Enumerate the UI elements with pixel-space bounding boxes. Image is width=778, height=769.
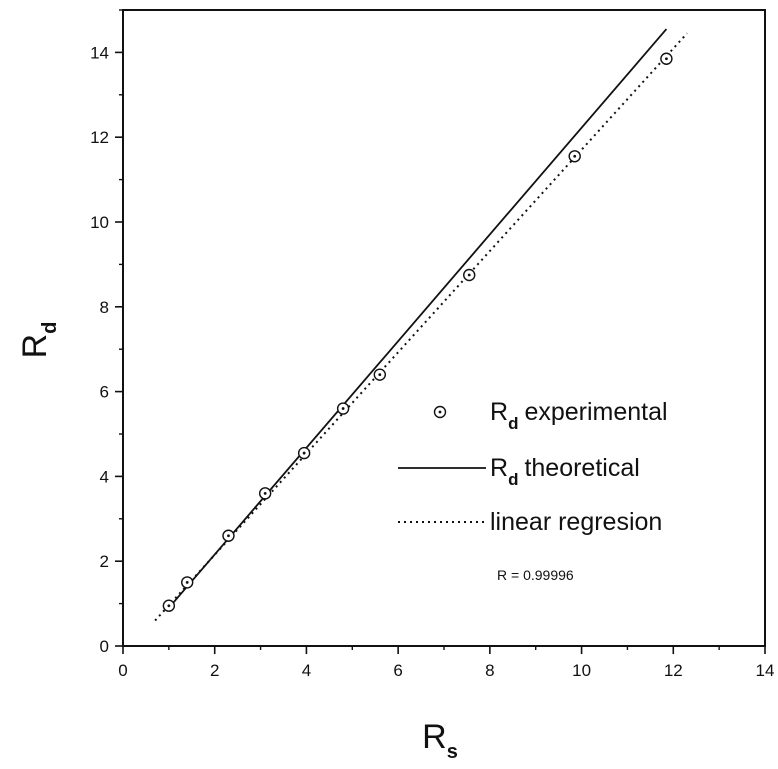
series-lines — [154, 28, 688, 622]
y-tick-label: 8 — [100, 298, 109, 317]
legend-marker-center-dot — [438, 410, 442, 414]
legend-item-theoretical: Rd theoretical — [398, 454, 640, 489]
legend-label-experimental-rest: experimental — [524, 398, 667, 426]
x-tick-label: 0 — [118, 661, 127, 680]
data-point-dot — [227, 534, 230, 538]
x-tick-label: 10 — [572, 661, 591, 680]
data-point — [258, 487, 272, 500]
y-tick-label: 2 — [100, 552, 109, 571]
legend-label-experimental-main: R — [490, 398, 508, 426]
legend: Rd experimental Rd theoretical linear regr… — [398, 398, 668, 583]
y-tick-label: 10 — [90, 213, 109, 232]
data-point-dot — [185, 581, 189, 584]
x-tick-label: 4 — [302, 661, 311, 680]
theoretical-line — [168, 28, 668, 609]
legend-item-regression: linear regresion — [398, 508, 662, 536]
plot-frame — [122, 9, 766, 647]
data-point — [162, 599, 176, 612]
y-tick-label: 0 — [100, 637, 109, 656]
data-point — [568, 150, 581, 163]
data-points — [162, 52, 673, 612]
y-tick-label: 12 — [90, 128, 109, 147]
data-point — [297, 446, 311, 460]
legend-label-theoretical-rest: theoretical — [524, 454, 639, 482]
legend-label-regression: linear regresion — [490, 508, 662, 536]
y-tick-label: 14 — [90, 43, 109, 62]
data-point-dot — [263, 491, 267, 495]
legend-label-experimental: Rd experimental — [490, 398, 668, 433]
legend-label-experimental-sub: d — [508, 414, 518, 433]
data-point-dot — [341, 407, 345, 410]
y-axis-label: Rd — [16, 322, 61, 359]
data-point — [373, 368, 386, 381]
regression-line — [154, 32, 688, 622]
data-point — [463, 268, 476, 282]
x-tick-label: 2 — [210, 661, 219, 680]
x-tick-label: 6 — [393, 661, 402, 680]
legend-item-experimental: Rd experimental — [433, 398, 668, 433]
x-tick-label: 12 — [664, 661, 683, 680]
data-point — [180, 576, 194, 589]
y-tick-label: 6 — [100, 383, 109, 402]
legend-label-theoretical-sub: d — [508, 470, 518, 489]
x-tick-label: 14 — [756, 661, 775, 680]
data-point-dot — [573, 154, 577, 158]
legend-label-theoretical: Rd theoretical — [490, 454, 640, 489]
data-point-dot — [665, 57, 668, 61]
legend-label-theoretical-main: R — [490, 454, 508, 482]
data-point-dot — [378, 373, 382, 377]
data-point — [336, 402, 350, 415]
y-axis-ticks: 0 2 4 6 8 10 12 14 — [90, 9, 123, 656]
x-axis-label-main: R — [422, 718, 447, 756]
data-point — [660, 52, 673, 65]
data-point-dot — [302, 451, 306, 455]
data-point-dot — [167, 604, 171, 608]
x-axis-label: Rs — [422, 718, 458, 763]
x-axis-label-sub: s — [447, 741, 458, 763]
y-tick-label: 4 — [100, 467, 109, 486]
data-point-dot — [467, 273, 471, 277]
correlation-annotation: R = 0.99996 — [497, 567, 574, 583]
y-axis-label-main: R — [16, 334, 54, 359]
data-point — [222, 529, 235, 542]
x-tick-label: 8 — [485, 661, 494, 680]
x-axis-ticks: 0 2 4 6 8 10 12 14 — [118, 646, 774, 680]
legend-marker-circle-dot-icon — [433, 405, 447, 419]
plot-area: 0 2 4 6 8 10 12 14 0 2 4 6 8 10 12 14 — [90, 9, 774, 680]
y-axis-label-sub: d — [39, 322, 61, 334]
